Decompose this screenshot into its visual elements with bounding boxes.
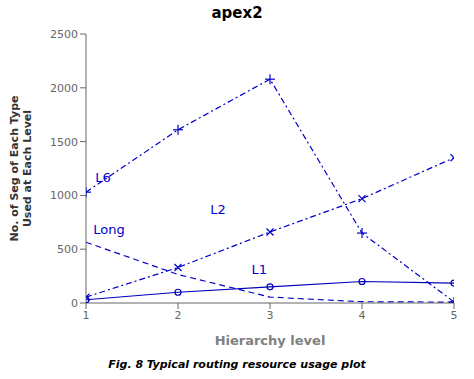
svg-text:3: 3 bbox=[267, 309, 274, 322]
html-text:apex2: apex2 bbox=[211, 4, 263, 22]
svg-text:0: 0 bbox=[71, 297, 78, 310]
svg-text:2000: 2000 bbox=[50, 82, 78, 95]
svg-text:500: 500 bbox=[57, 243, 78, 256]
svg-text:L6: L6 bbox=[95, 170, 111, 185]
svg-text:1500: 1500 bbox=[50, 136, 78, 149]
svg-text:L1: L1 bbox=[252, 262, 268, 277]
svg-text:1: 1 bbox=[83, 309, 90, 322]
svg-text:No. of Seg of Each TypeUsed at: No. of Seg of Each TypeUsed at Each Leve… bbox=[8, 95, 34, 241]
svg-text:2: 2 bbox=[175, 309, 182, 322]
svg-text:2500: 2500 bbox=[50, 28, 78, 41]
svg-text:4: 4 bbox=[359, 309, 366, 322]
svg-text:1000: 1000 bbox=[50, 189, 78, 202]
svg-text:5: 5 bbox=[451, 309, 458, 322]
svg-text:Long: Long bbox=[93, 222, 124, 237]
svg-text:L2: L2 bbox=[210, 202, 226, 217]
html-text:Fig. 8 Typical routing resourc: Fig. 8 Typical routing resource usage pl… bbox=[108, 358, 366, 371]
svg-text:Hierarchy level: Hierarchy level bbox=[215, 333, 326, 348]
